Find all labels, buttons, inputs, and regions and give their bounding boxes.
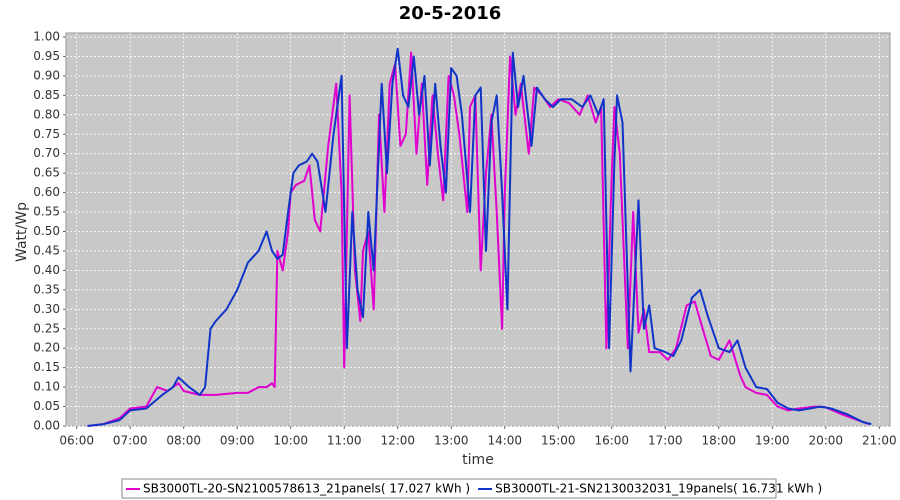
y-tick-label: 0.05 [33, 399, 60, 413]
y-tick-label: 0.55 [33, 205, 60, 219]
x-tick-label: 13:00 [434, 434, 469, 448]
x-tick-label: 12:00 [380, 434, 415, 448]
y-tick-label: 0.50 [33, 224, 60, 238]
x-tick-label: 16:00 [594, 434, 629, 448]
y-tick-label: 0.15 [33, 360, 60, 374]
x-tick-label: 07:00 [113, 434, 148, 448]
x-tick-label: 11:00 [327, 434, 362, 448]
y-tick-label: 0.65 [33, 166, 60, 180]
y-tick-label: 0.25 [33, 321, 60, 335]
x-tick-label: 09:00 [220, 434, 255, 448]
legend-label: SB3000TL-21-SN2130032031_19panels( 16.73… [495, 482, 822, 496]
y-tick-label: 0.30 [33, 302, 60, 316]
y-tick-label: 1.00 [33, 30, 60, 44]
y-tick-label: 0.10 [33, 380, 60, 394]
y-tick-label: 0.80 [33, 107, 60, 121]
x-tick-label: 20:00 [808, 434, 843, 448]
y-tick-label: 0.40 [33, 263, 60, 277]
x-tick-label: 14:00 [487, 434, 522, 448]
y-tick-label: 0.45 [33, 243, 60, 257]
y-tick-label: 0.35 [33, 282, 60, 296]
x-axis-label: time [462, 452, 494, 468]
legend-label: SB3000TL-20-SN2100578613_21panels( 17.02… [143, 482, 470, 496]
y-tick-label: 0.70 [33, 146, 60, 160]
x-tick-label: 15:00 [541, 434, 576, 448]
y-tick-label: 0.00 [33, 419, 60, 433]
series-line [87, 47, 872, 427]
x-tick-label: 19:00 [755, 434, 790, 448]
y-tick-label: 0.20 [33, 341, 60, 355]
y-tick-label: 0.60 [33, 185, 60, 199]
y-tick-label: 0.95 [33, 49, 60, 63]
series-line [87, 51, 869, 427]
x-tick-label: 21:00 [862, 434, 897, 448]
x-tick-label: 08:00 [166, 434, 201, 448]
x-tick-label: 18:00 [701, 434, 736, 448]
y-tick-label: 0.75 [33, 127, 60, 141]
plot-background [65, 32, 891, 427]
chart-title: 20-5-2016 [399, 3, 502, 24]
x-tick-label: 06:00 [59, 434, 94, 448]
x-tick-label: 10:00 [273, 434, 308, 448]
y-axis-label: Watt/Wp [14, 202, 30, 262]
legend-box [121, 478, 777, 499]
y-tick-label: 0.85 [33, 88, 60, 102]
x-tick-label: 17:00 [648, 434, 683, 448]
y-tick-label: 0.90 [33, 68, 60, 82]
